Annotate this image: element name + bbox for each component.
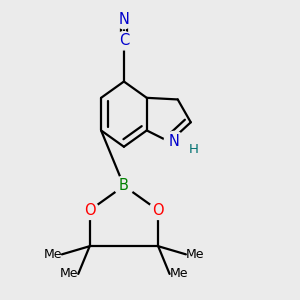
Text: B: B (119, 178, 129, 194)
Text: Me: Me (44, 248, 62, 261)
Text: Me: Me (60, 267, 78, 280)
Circle shape (149, 201, 167, 220)
Text: O: O (152, 203, 164, 218)
Text: Me: Me (169, 267, 188, 280)
Circle shape (80, 201, 99, 220)
Text: O: O (84, 203, 95, 218)
Circle shape (115, 11, 133, 29)
Circle shape (114, 176, 134, 196)
Text: C: C (119, 33, 129, 48)
Circle shape (164, 131, 185, 152)
Text: N: N (169, 134, 180, 149)
Text: Me: Me (186, 248, 204, 261)
Circle shape (115, 32, 133, 50)
Text: H: H (189, 143, 199, 157)
Text: N: N (118, 12, 129, 27)
